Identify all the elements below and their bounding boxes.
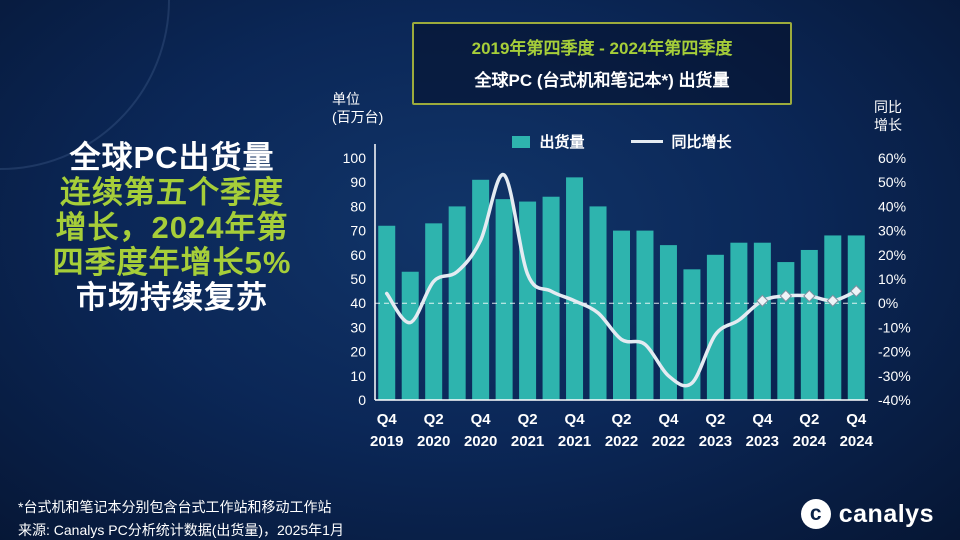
headline-line-1: 全球PC出货量 (69, 140, 275, 175)
right-axis-tick: 0% (878, 295, 898, 311)
right-axis-tick: -40% (878, 392, 911, 408)
left-axis-tick: 70 (350, 223, 366, 239)
x-tick-quarter: Q4 (565, 411, 586, 428)
left-axis-unit-label: 单位 (百万台) (332, 90, 383, 126)
x-tick-year: 2023 (699, 433, 732, 450)
x-tick-quarter: Q4 (377, 411, 398, 428)
bar-Q2-2022 (613, 230, 630, 400)
x-tick-year: 2020 (417, 433, 450, 450)
x-tick-quarter: Q4 (846, 411, 867, 428)
right-axis-tick: 50% (878, 174, 906, 190)
chart-title-box: 2019年第四季度 - 2024年第四季度 全球PC (台式机和笔记本*) 出货… (412, 22, 792, 105)
unit-label-line-2: (百万台) (332, 109, 384, 125)
left-axis-tick: 50 (350, 271, 366, 287)
bar-Q2-2024 (800, 249, 818, 400)
left-axis-tick: 20 (350, 344, 366, 360)
x-tick-year: 2024 (840, 433, 874, 450)
chart-period: 2019年第四季度 - 2024年第四季度 (471, 39, 733, 58)
left-axis-tick: 30 (350, 319, 366, 335)
x-tick-quarter: Q4 (752, 411, 773, 428)
legend-label-shipments: 出货量 (539, 134, 585, 151)
yoy-marker-Q2-2024 (803, 289, 816, 303)
x-tick-quarter: Q2 (705, 411, 725, 428)
left-axis-tick: 10 (350, 368, 366, 384)
x-tick-year: 2021 (511, 433, 544, 450)
canalys-logo-icon: c (800, 499, 831, 529)
bar-Q2-2021 (519, 201, 537, 400)
bar-Q4-2020 (472, 179, 490, 400)
x-tick-quarter: Q2 (424, 411, 444, 428)
bar-Q1-2024 (777, 262, 795, 400)
x-tick-year: 2022 (652, 433, 685, 450)
legend-item-growth: 同比增长 (630, 131, 732, 152)
right-axis-tick: 60% (878, 150, 906, 166)
canalys-logo-text: canalys (838, 499, 934, 528)
unit-label-line-1: 单位 (332, 91, 360, 107)
legend-label-growth: 同比增长 (671, 134, 732, 151)
left-axis-tick: 40 (350, 295, 366, 311)
bar-Q4-2019 (378, 225, 396, 400)
x-tick-year: 2024 (793, 433, 827, 450)
x-tick-quarter: Q4 (471, 411, 492, 428)
bar-Q4-2023 (753, 242, 771, 400)
left-axis-tick: 90 (350, 174, 366, 190)
yoy-marker-Q1-2024 (779, 289, 793, 303)
bar-Q3-2022 (636, 230, 654, 400)
growth-line-swatch-icon (630, 140, 663, 143)
right-axis-tick: -10% (878, 319, 911, 335)
yoy-growth-line (384, 173, 859, 388)
right-axis-title-line-2: 增长 (874, 117, 902, 133)
right-axis-tick: 20% (878, 247, 906, 263)
x-tick-year: 2019 (370, 433, 403, 450)
x-tick-year: 2020 (464, 433, 497, 450)
right-axis-tick: -20% (878, 344, 911, 360)
headline-line-5: 市场持续复苏 (76, 280, 268, 315)
bar-Q1-2020 (401, 271, 419, 400)
footnote-source: 来源: Canalys PC分析统计数据(出货量)，2025年1月 (18, 522, 344, 538)
headline-line-2: 连续第五个季度 (60, 175, 284, 210)
left-axis-tick: 100 (343, 150, 367, 166)
yoy-marker-Q3-2024 (826, 294, 839, 307)
bar-Q1-2021 (495, 199, 513, 400)
bar-Q3-2024 (824, 235, 842, 400)
x-tick-year: 2022 (605, 433, 638, 450)
headline-line-3: 增长，2024年第 (55, 210, 289, 245)
yoy-marker-Q4-2024 (850, 284, 863, 298)
right-axis-tick: 40% (878, 198, 906, 214)
shipments-swatch-icon (512, 135, 531, 148)
bar-Q2-2020 (425, 223, 443, 400)
right-axis-title: 同比 增长 (874, 98, 902, 134)
bar-Q2-2023 (706, 254, 724, 400)
canalys-logo-c: c (809, 501, 822, 525)
x-tick-quarter: Q2 (611, 411, 631, 428)
right-axis-tick: 10% (878, 271, 906, 287)
bar-Q3-2021 (542, 196, 560, 400)
headline: 全球PC出货量 连续第五个季度 增长，2024年第 四季度年增长5% 市场持续复… (18, 140, 326, 315)
bar-Q4-2024 (847, 235, 865, 400)
pc-shipments-chart: 0 10 20 30 40 50 60 70 80 90 100 -40% -30% -20% -10% 0%… (343, 144, 911, 450)
bar-Q4-2022 (659, 245, 677, 400)
canalys-logo: c canalys (800, 499, 934, 529)
yoy-marker-Q4-2023 (756, 294, 769, 307)
x-tick-quarter: Q2 (799, 411, 819, 428)
bar-Q4-2021 (566, 177, 584, 400)
x-tick-year: 2021 (558, 433, 591, 450)
x-tick-quarter: Q4 (658, 411, 679, 428)
footnote-definition: *台式机和笔记本分别包含台式工作站和移动工作站 (18, 499, 332, 515)
chart-title: 全球PC (台式机和笔记本*) 出货量 (474, 71, 730, 90)
right-axis-title-line-1: 同比 (874, 99, 902, 115)
x-tick-year: 2023 (746, 433, 779, 450)
right-axis-tick: 30% (878, 223, 906, 239)
right-axis-tick: -30% (878, 368, 911, 384)
legend: 出货量 同比增长 (375, 131, 869, 152)
left-axis-tick: 0 (358, 392, 366, 408)
left-axis-tick: 60 (350, 247, 366, 263)
bar-Q1-2022 (589, 206, 607, 400)
x-tick-quarter: Q2 (518, 411, 538, 428)
headline-line-4: 四季度年增长5% (52, 245, 292, 280)
legend-item-shipments: 出货量 (512, 131, 585, 152)
bar-Q1-2023 (683, 269, 701, 400)
left-axis-tick: 80 (350, 198, 366, 214)
